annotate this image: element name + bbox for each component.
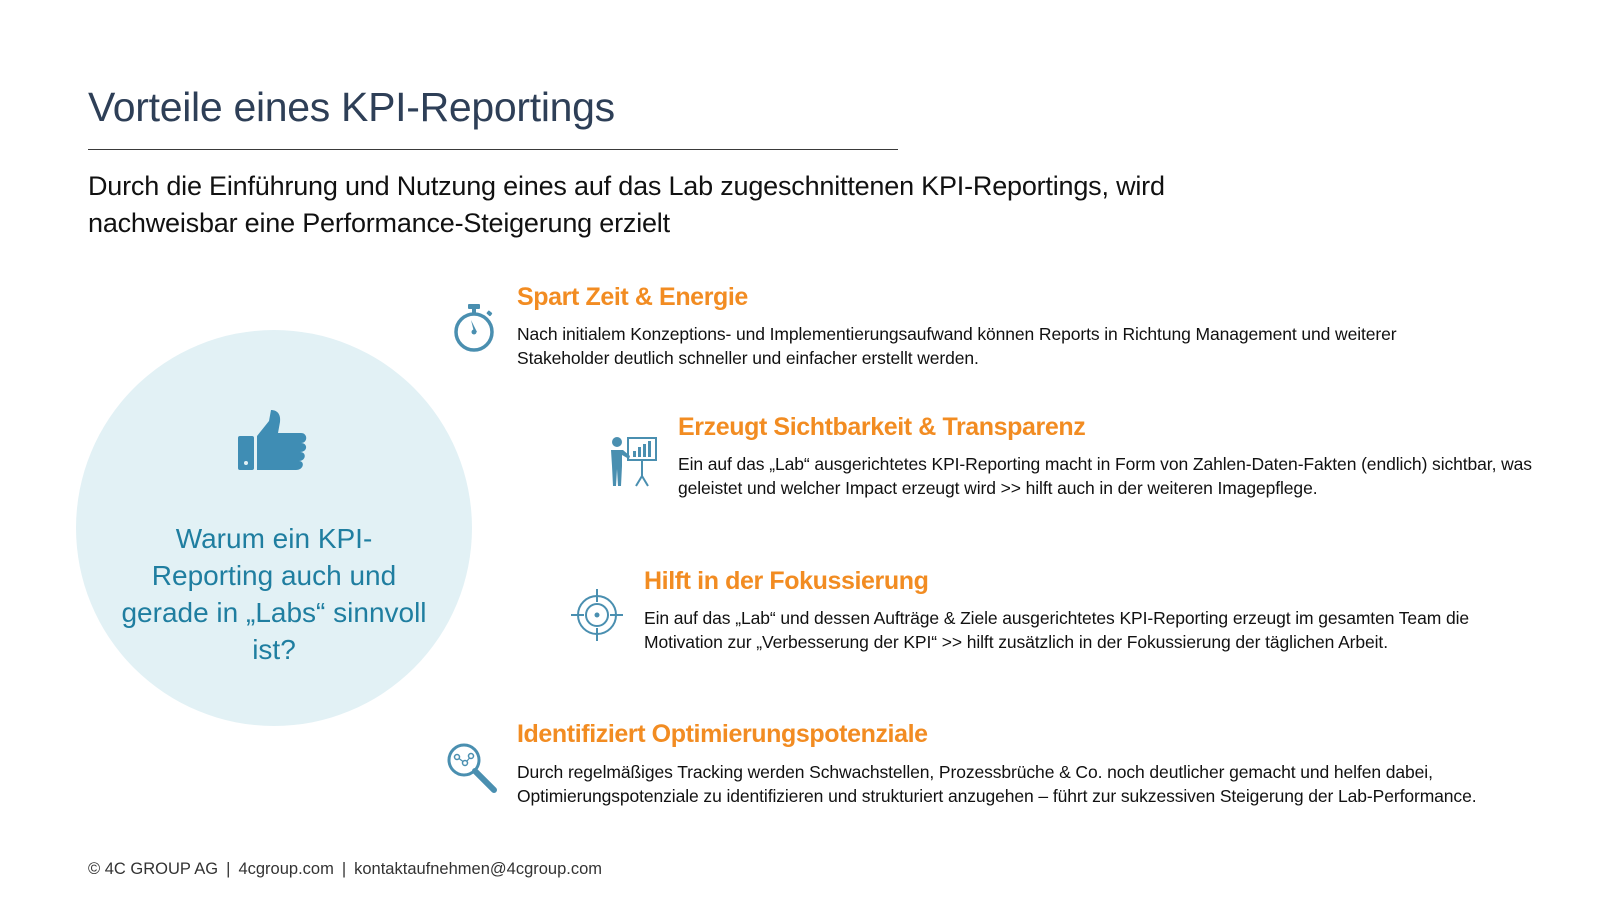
benefit-text-optimierung: Durch regelmäßiges Tracking werden Schwa… <box>517 762 1477 806</box>
footer-email-link[interactable]: kontaktaufnehmen@4cgroup.com <box>354 860 603 878</box>
crosshair-target-icon <box>571 589 623 641</box>
footer-copyright: © 4C GROUP AG <box>88 860 219 878</box>
benefit-title-optimierung: Identifiziert Optimierungspotenziale <box>517 720 928 748</box>
benefit-title-fokussierung: Hilft in der Fokussierung <box>644 567 929 595</box>
footer-website-link[interactable]: 4cgroup.com <box>238 860 334 878</box>
benefit-title-spart-zeit: Spart Zeit & Energie <box>517 283 748 311</box>
title-divider <box>88 149 898 150</box>
thumbs-up-icon <box>238 410 307 470</box>
footer-separator: | <box>341 860 347 878</box>
question-circle <box>76 330 472 726</box>
presentation-chart-icon <box>611 437 657 487</box>
benefit-title-sichtbarkeit: Erzeugt Sichtbarkeit & Transparenz <box>678 413 1086 441</box>
question-text: Warum ein KPI-Reporting auch und gerade … <box>121 523 427 665</box>
footer-separator: | <box>226 860 231 878</box>
benefit-text-sichtbarkeit: Ein auf das „Lab“ ausgerichtetes KPI-Rep… <box>678 454 1532 498</box>
slide-title: Vorteile eines KPI-Reportings <box>88 84 615 130</box>
footer: © 4C GROUP AG | 4cgroup.com | kontaktaufnehm… <box>88 860 602 879</box>
magnifier-icon <box>447 743 497 793</box>
benefit-text-spart-zeit: Nach initialem Konzeptions- und Implemen… <box>517 324 1397 368</box>
benefit-text-fokussierung: Ein auf das „Lab“ und dessen Aufträge & … <box>644 608 1469 652</box>
slide-subtitle: Durch die Einführung und Nutzung eines a… <box>88 171 1165 238</box>
stopwatch-icon <box>454 304 494 352</box>
